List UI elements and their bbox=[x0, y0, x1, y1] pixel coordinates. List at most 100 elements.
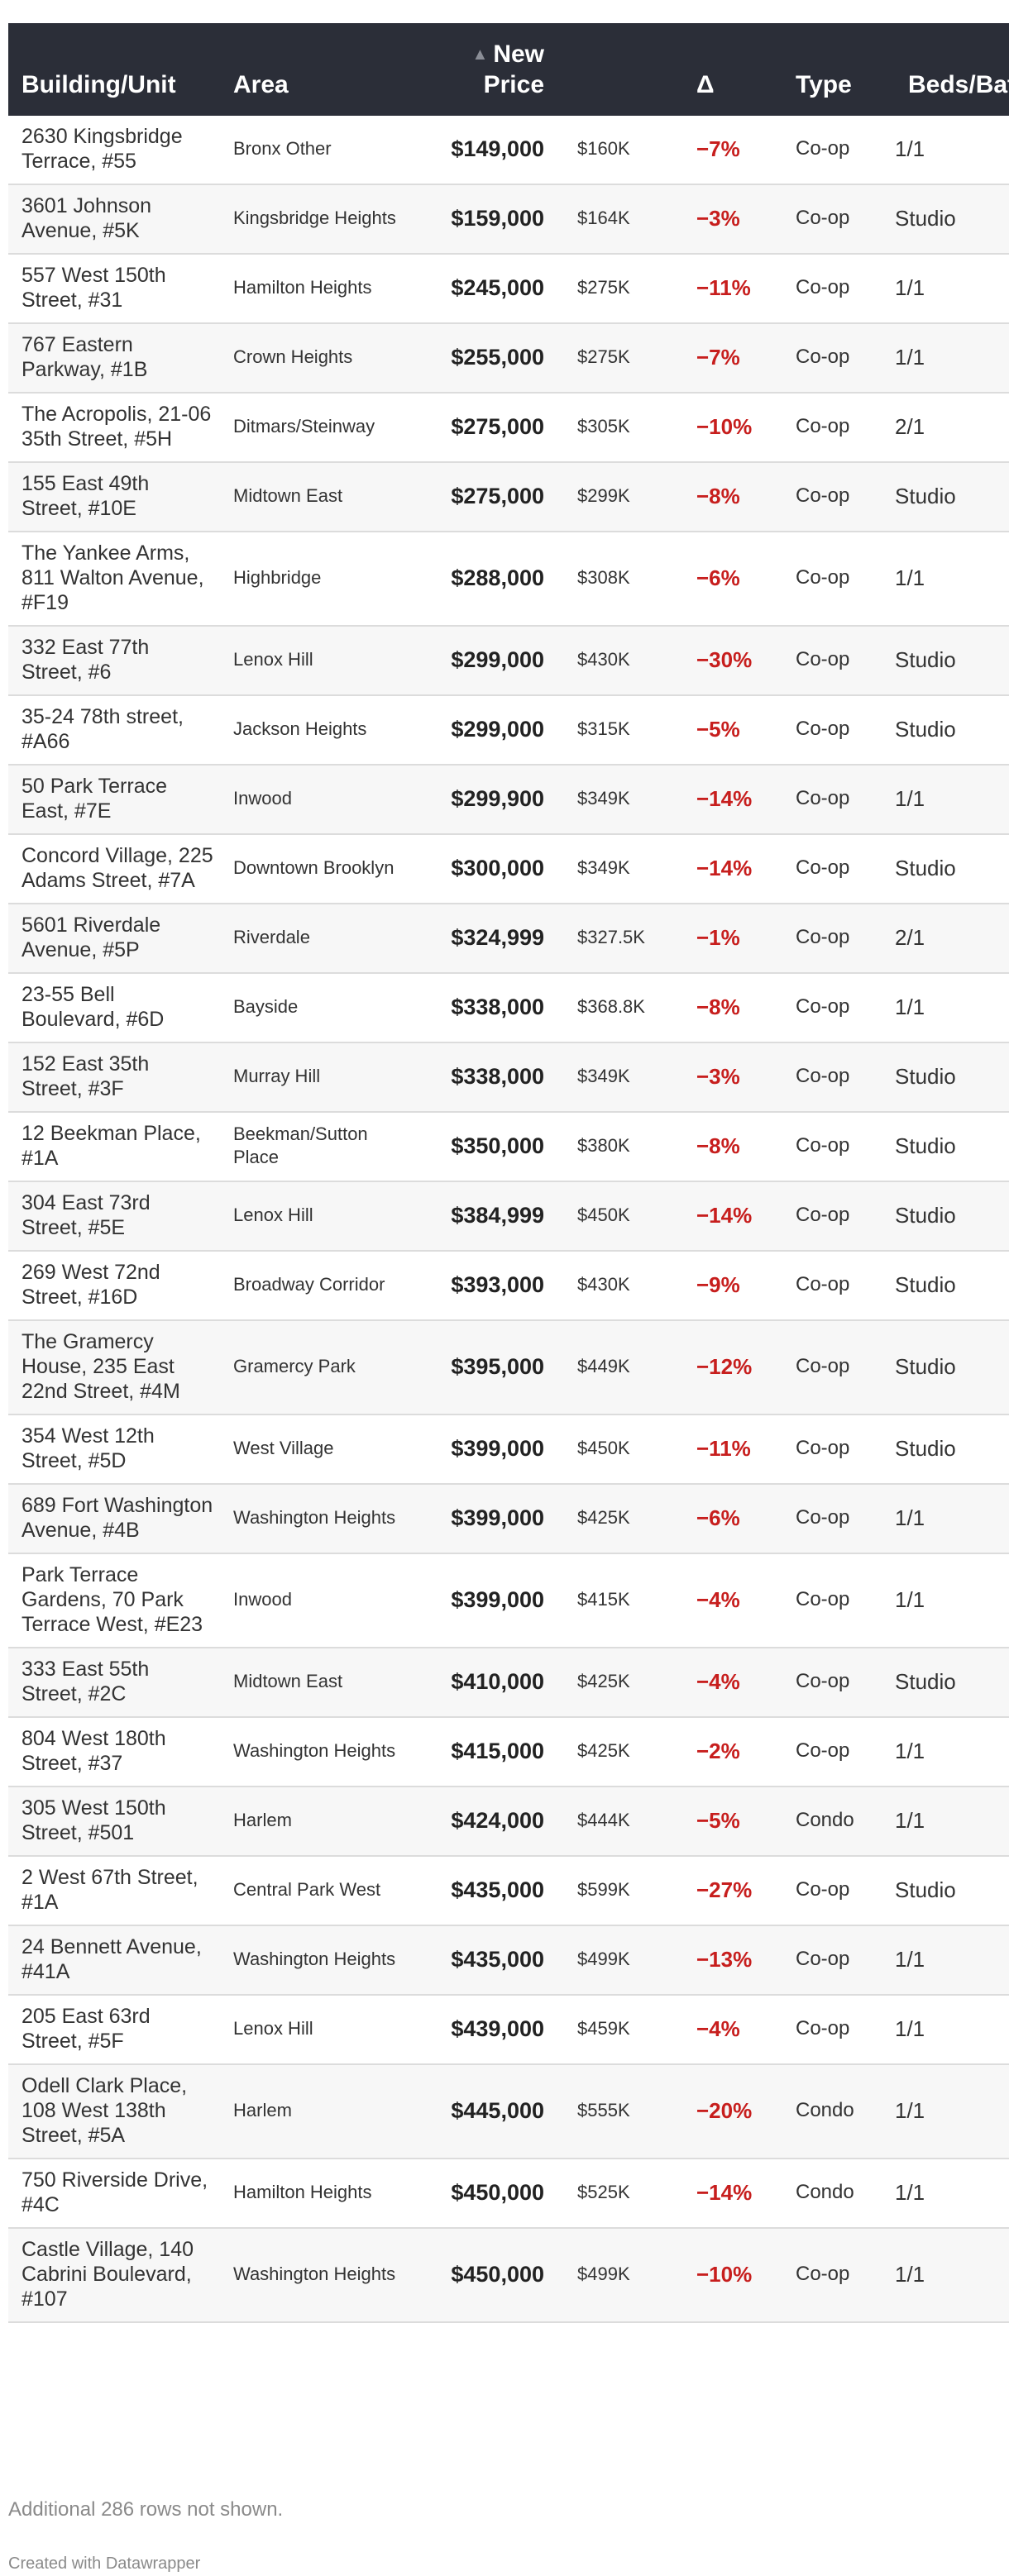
cell-type: Co-op bbox=[796, 346, 850, 368]
cell-old-price: $275K bbox=[577, 346, 630, 367]
cell-type: Condo bbox=[796, 2181, 854, 2203]
cell-beds: 1/1 bbox=[895, 275, 925, 300]
cell-delta: −10% bbox=[696, 2262, 753, 2287]
column-header-old-price[interactable] bbox=[557, 23, 672, 116]
table-header-row: Building/Unit Area ▲ New Price Δ Type Bed… bbox=[8, 23, 1009, 116]
cell-building: 24 Bennett Avenue, #41A bbox=[22, 1935, 202, 1983]
cell-new-price: $410,000 bbox=[451, 1669, 544, 1694]
cell-building: 2 West 67th Street, #1A bbox=[22, 1866, 198, 1914]
cell-delta: −2% bbox=[696, 1739, 740, 1763]
cell-beds: Studio bbox=[895, 1877, 956, 1902]
table-row: 333 East 55th Street, #2C Midtown East $41… bbox=[8, 1648, 1009, 1717]
cell-new-price: $399,000 bbox=[451, 1436, 544, 1461]
cell-area: Crown Heights bbox=[233, 346, 353, 367]
cell-area: Bayside bbox=[233, 996, 299, 1017]
cell-old-price: $315K bbox=[577, 718, 630, 739]
cell-new-price: $450,000 bbox=[451, 2262, 544, 2287]
cell-delta: −20% bbox=[696, 2098, 753, 2123]
table-row: 2630 Kingsbridge Terrace, #55 Bronx Other… bbox=[8, 116, 1009, 184]
table-row: Concord Village, 225 Adams Street, #7A Do… bbox=[8, 834, 1009, 904]
cell-beds: 1/1 bbox=[895, 2016, 925, 2041]
cell-beds: 1/1 bbox=[895, 786, 925, 811]
column-header-new-price[interactable]: ▲ New Price bbox=[423, 23, 557, 116]
cell-area: Washington Heights bbox=[233, 1507, 396, 1528]
cell-delta: −14% bbox=[696, 856, 753, 880]
cell-new-price: $275,000 bbox=[451, 484, 544, 508]
column-header-delta[interactable]: Δ bbox=[696, 71, 715, 98]
table-row: 205 East 63rd Street, #5F Lenox Hill $439,… bbox=[8, 1995, 1009, 2064]
cell-new-price: $415,000 bbox=[451, 1739, 544, 1763]
cell-beds: Studio bbox=[895, 1203, 956, 1228]
cell-building: 50 Park Terrace East, #7E bbox=[22, 775, 168, 823]
cell-building: 155 East 49th Street, #10E bbox=[22, 472, 150, 520]
cell-area: Riverdale bbox=[233, 927, 310, 947]
cell-type: Co-op bbox=[796, 1134, 850, 1157]
cell-old-price: $275K bbox=[577, 277, 630, 298]
cell-beds: 1/1 bbox=[895, 995, 925, 1019]
cell-type: Co-op bbox=[796, 1355, 850, 1377]
cell-old-price: $450K bbox=[577, 1438, 630, 1458]
cell-area: Washington Heights bbox=[233, 1740, 396, 1761]
cell-building: 305 West 150th Street, #501 bbox=[22, 1796, 166, 1844]
cell-old-price: $430K bbox=[577, 649, 630, 670]
cell-old-price: $599K bbox=[577, 1879, 630, 1900]
table-row: 689 Fort Washington Avenue, #4B Washingto… bbox=[8, 1484, 1009, 1553]
cell-old-price: $164K bbox=[577, 208, 630, 228]
cell-area: Washington Heights bbox=[233, 1949, 396, 1969]
column-header-beds[interactable]: Beds/Baths bbox=[908, 71, 1009, 98]
cell-type: Co-op bbox=[796, 207, 850, 229]
cell-old-price: $380K bbox=[577, 1135, 630, 1156]
cell-building: 2630 Kingsbridge Terrace, #55 bbox=[22, 125, 183, 173]
table-row: 152 East 35th Street, #3F Murray Hill $338… bbox=[8, 1042, 1009, 1112]
cell-delta: −12% bbox=[696, 1354, 753, 1379]
cell-type: Co-op bbox=[796, 1670, 850, 1692]
cell-area: Lenox Hill bbox=[233, 1205, 313, 1225]
datawrapper-credit[interactable]: Created with Datawrapper bbox=[8, 2555, 201, 2573]
cell-old-price: $499K bbox=[577, 1949, 630, 1969]
cell-old-price: $430K bbox=[577, 1274, 630, 1295]
column-header-building[interactable]: Building/Unit bbox=[22, 71, 176, 98]
cell-delta: −8% bbox=[696, 1133, 740, 1158]
cell-building: 767 Eastern Parkway, #1B bbox=[22, 333, 148, 381]
cell-new-price: $445,000 bbox=[451, 2098, 544, 2123]
cell-new-price: $245,000 bbox=[451, 275, 544, 300]
cell-beds: 1/1 bbox=[895, 1739, 925, 1763]
cell-old-price: $555K bbox=[577, 2100, 630, 2120]
cell-delta: −3% bbox=[696, 1064, 740, 1089]
cell-type: Co-op bbox=[796, 718, 850, 740]
column-header-area[interactable]: Area bbox=[233, 71, 289, 98]
cell-old-price: $299K bbox=[577, 485, 630, 506]
cell-beds: Studio bbox=[895, 647, 956, 672]
cell-beds: Studio bbox=[895, 717, 956, 742]
table-row: 557 West 150th Street, #31 Hamilton Heigh… bbox=[8, 254, 1009, 323]
column-header-type[interactable]: Type bbox=[796, 71, 852, 98]
cell-delta: −14% bbox=[696, 1203, 753, 1228]
cell-building: 750 Riverside Drive, #4C bbox=[22, 2168, 208, 2216]
table-row: 12 Beekman Place, #1A Beekman/Sutton Plac… bbox=[8, 1112, 1009, 1181]
cell-old-price: $305K bbox=[577, 416, 630, 436]
data-table-container[interactable]: Building/Unit Area ▲ New Price Δ Type Bed… bbox=[8, 23, 1009, 2323]
cell-new-price: $275,000 bbox=[451, 414, 544, 439]
cell-building: The Yankee Arms, 811 Walton Avenue, #F19 bbox=[22, 541, 204, 614]
cell-new-price: $435,000 bbox=[451, 1877, 544, 1902]
cell-area: Jackson Heights bbox=[233, 718, 367, 739]
cell-area: Broadway Corridor bbox=[233, 1274, 385, 1295]
cell-building: 5601 Riverdale Avenue, #5P bbox=[22, 914, 161, 961]
cell-building: 23-55 Bell Boulevard, #6D bbox=[22, 983, 165, 1031]
cell-delta: −8% bbox=[696, 995, 740, 1019]
cell-type: Co-op bbox=[796, 1437, 850, 1459]
cell-building: 333 East 55th Street, #2C bbox=[22, 1658, 150, 1705]
cell-type: Co-op bbox=[796, 1588, 850, 1610]
cell-area: Murray Hill bbox=[233, 1066, 321, 1086]
cell-type: Co-op bbox=[796, 1204, 850, 1226]
cell-type: Co-op bbox=[796, 926, 850, 948]
cell-area: Hamilton Heights bbox=[233, 277, 372, 298]
cell-type: Co-op bbox=[796, 2263, 850, 2285]
cell-building: 3601 Johnson Avenue, #5K bbox=[22, 194, 152, 242]
cell-new-price: $439,000 bbox=[451, 2016, 544, 2041]
cell-type: Co-op bbox=[796, 856, 850, 879]
cell-delta: −7% bbox=[696, 136, 740, 161]
cell-beds: 1/1 bbox=[895, 345, 925, 370]
cell-old-price: $425K bbox=[577, 1740, 630, 1761]
cell-beds: 1/1 bbox=[895, 1947, 925, 1972]
